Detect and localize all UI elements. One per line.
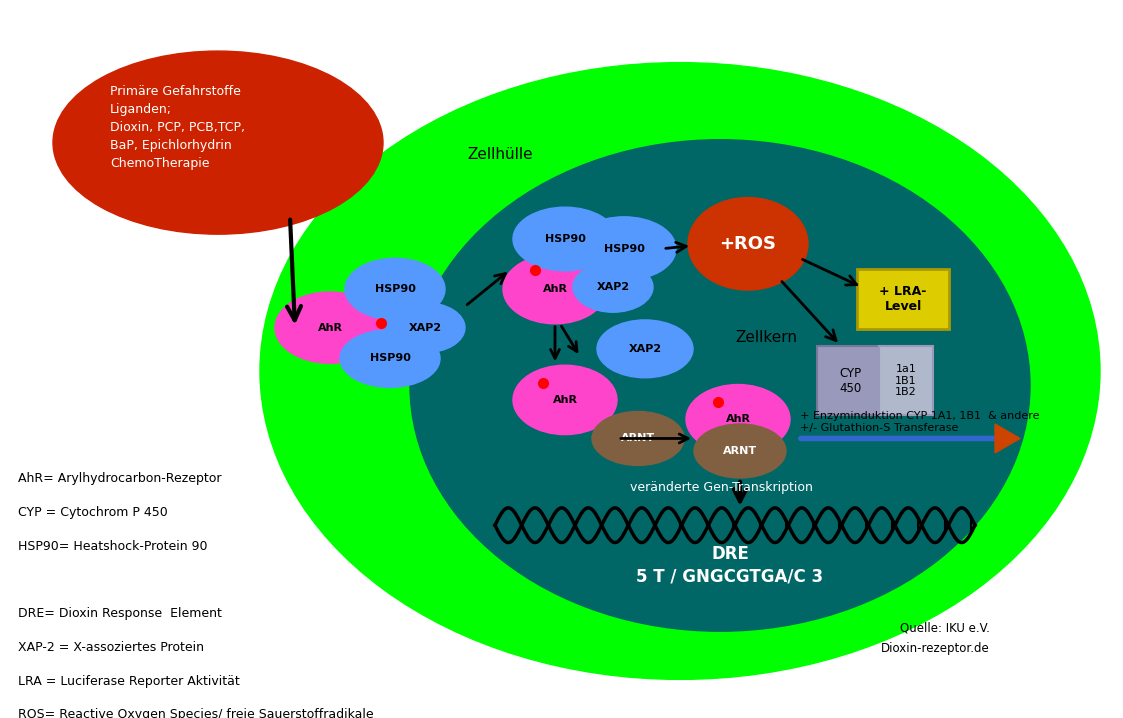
Text: 5 T / GNGCGTGA/C 3: 5 T / GNGCGTGA/C 3	[637, 567, 823, 585]
Text: HSP90= Heatshock-Protein 90: HSP90= Heatshock-Protein 90	[18, 540, 208, 553]
Text: Zellkern: Zellkern	[734, 330, 797, 345]
Text: Primäre Gefahrstoffe
Liganden;
Dioxin, PCP, PCB,TCP,
BaP, Epichlorhydrin
ChemoTh: Primäre Gefahrstoffe Liganden; Dioxin, P…	[110, 85, 245, 169]
Text: LRA = Luciferase Reporter Aktivität: LRA = Luciferase Reporter Aktivität	[18, 675, 239, 688]
Ellipse shape	[345, 258, 445, 320]
Ellipse shape	[340, 330, 440, 388]
Text: Quelle: IKU e.V.: Quelle: IKU e.V.	[901, 621, 990, 634]
Ellipse shape	[410, 140, 1030, 631]
Text: veränderte Gen-Transkription: veränderte Gen-Transkription	[630, 482, 813, 495]
Text: XAP-2 = X-assoziertes Protein: XAP-2 = X-assoziertes Protein	[18, 641, 204, 654]
Text: CYP
450: CYP 450	[839, 367, 861, 395]
Text: XAP2: XAP2	[409, 322, 441, 332]
Ellipse shape	[686, 385, 789, 454]
Text: DRE: DRE	[711, 545, 749, 563]
Ellipse shape	[513, 365, 617, 434]
Text: HSP90: HSP90	[603, 243, 645, 253]
Ellipse shape	[385, 302, 465, 353]
Text: AhR= Arylhydrocarbon-Rezeptor: AhR= Arylhydrocarbon-Rezeptor	[18, 472, 221, 485]
Text: CYP = Cytochrom P 450: CYP = Cytochrom P 450	[18, 506, 167, 519]
Text: Zellhülle: Zellhülle	[467, 147, 532, 162]
Text: Dioxin-rezeptor.de: Dioxin-rezeptor.de	[882, 643, 990, 656]
FancyBboxPatch shape	[879, 346, 933, 415]
Ellipse shape	[53, 51, 383, 234]
Text: DRE= Dioxin Response  Element: DRE= Dioxin Response Element	[18, 607, 222, 620]
FancyBboxPatch shape	[818, 346, 884, 415]
Text: + LRA-
Level: + LRA- Level	[879, 285, 926, 313]
Ellipse shape	[572, 217, 676, 281]
Polygon shape	[995, 424, 1020, 453]
Text: HSP90: HSP90	[369, 353, 410, 363]
Ellipse shape	[592, 411, 684, 465]
Text: ARNT: ARNT	[621, 434, 655, 444]
Text: AhR: AhR	[725, 414, 750, 424]
Ellipse shape	[573, 262, 652, 312]
Text: HSP90: HSP90	[375, 284, 416, 294]
Ellipse shape	[275, 292, 385, 363]
Text: XAP2: XAP2	[596, 282, 630, 292]
Text: ROS= Reactive Oxygen Species/ freie Sauerstoffradikale: ROS= Reactive Oxygen Species/ freie Saue…	[18, 708, 374, 718]
Text: HSP90: HSP90	[545, 234, 585, 244]
Ellipse shape	[694, 424, 786, 478]
FancyBboxPatch shape	[857, 269, 949, 329]
Ellipse shape	[503, 254, 608, 324]
Text: AhR: AhR	[318, 322, 343, 332]
Text: + Enzyminduktion CYP 1A1, 1B1  & andere
+/- Glutathion-S Transferase: + Enzyminduktion CYP 1A1, 1B1 & andere +…	[800, 411, 1040, 433]
Text: AhR: AhR	[542, 284, 567, 294]
Text: 1a1
1B1
1B2: 1a1 1B1 1B2	[895, 364, 916, 397]
Ellipse shape	[597, 320, 693, 378]
Text: +ROS: +ROS	[720, 235, 776, 253]
Ellipse shape	[261, 62, 1101, 679]
Text: AhR: AhR	[553, 395, 577, 405]
Ellipse shape	[688, 197, 809, 290]
Text: ARNT: ARNT	[723, 446, 757, 456]
Ellipse shape	[513, 208, 617, 271]
Text: XAP2: XAP2	[629, 344, 661, 354]
